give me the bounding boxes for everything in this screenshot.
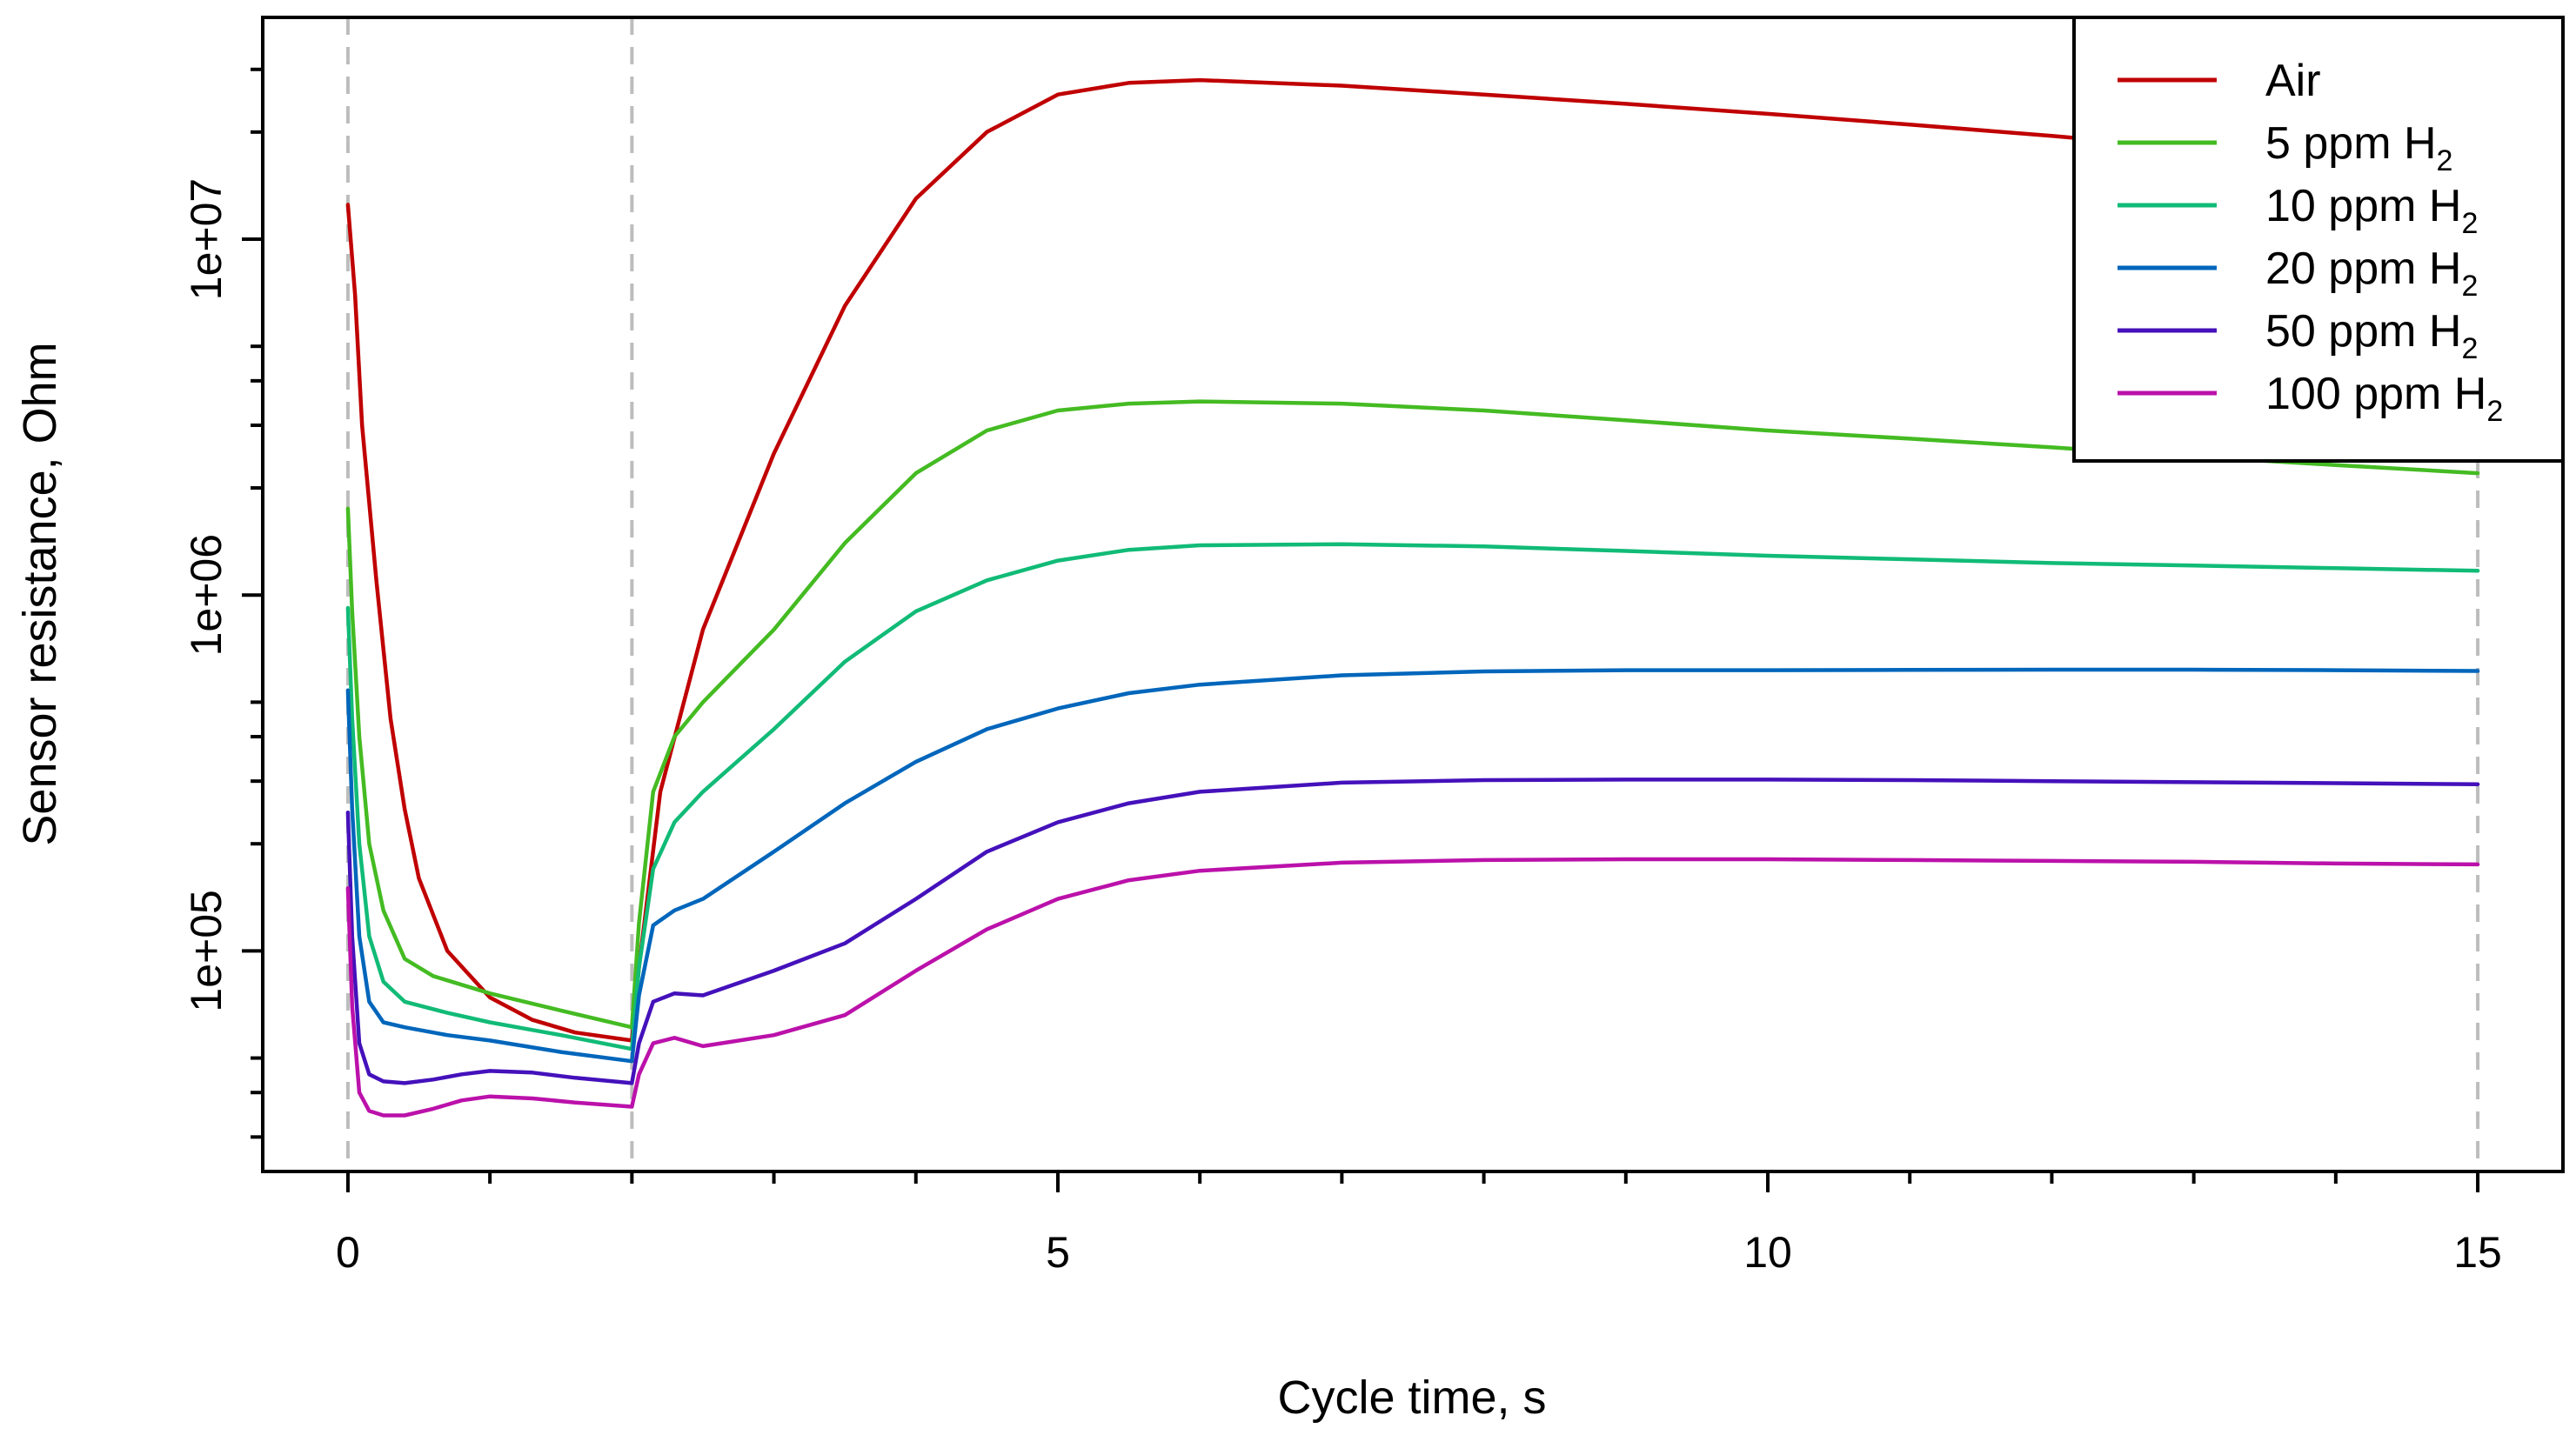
x-tick-label: 5: [1046, 1228, 1070, 1277]
legend-label: 20 ppm H2: [2265, 244, 2478, 303]
legend-label: 50 ppm H2: [2265, 306, 2478, 365]
series-line: [345, 399, 2480, 1030]
y-tick-label: 1e+06: [182, 534, 231, 656]
legend-label: Air: [2265, 56, 2321, 106]
series-lines: [345, 77, 2480, 1118]
legend-subscript: 2: [2437, 144, 2453, 177]
legend-subscript: 2: [2461, 332, 2478, 365]
x-axis-label: Cycle time, s: [1277, 1372, 1546, 1424]
series-line: [345, 778, 2480, 1085]
y-tick-label: 1e+05: [182, 890, 231, 1011]
x-tick-label: 15: [2453, 1228, 2502, 1277]
legend-label: 5 ppm H2: [2265, 118, 2452, 177]
legend-label: 100 ppm H2: [2265, 369, 2503, 428]
legend-label: 10 ppm H2: [2265, 181, 2478, 240]
x-axis: 0 5 10 15: [336, 1171, 2502, 1277]
y-tick-label: 1e+07: [182, 178, 231, 300]
y-axis-label: Sensor resistance, Ohm: [14, 342, 66, 845]
series-line: [345, 77, 2480, 1043]
legend-subscript: 2: [2461, 270, 2478, 303]
x-tick-label: 10: [1743, 1228, 1792, 1277]
series-line: [345, 542, 2480, 1051]
series-line: [345, 667, 2480, 1064]
legend-subscript: 2: [2486, 395, 2503, 428]
legend-subscript: 2: [2461, 207, 2478, 240]
y-axis: 1e+05 1e+06 1e+07: [182, 67, 263, 1139]
legend-box: [2072, 16, 2565, 463]
x-tick-label: 0: [336, 1228, 360, 1277]
series-line: [345, 857, 2480, 1118]
